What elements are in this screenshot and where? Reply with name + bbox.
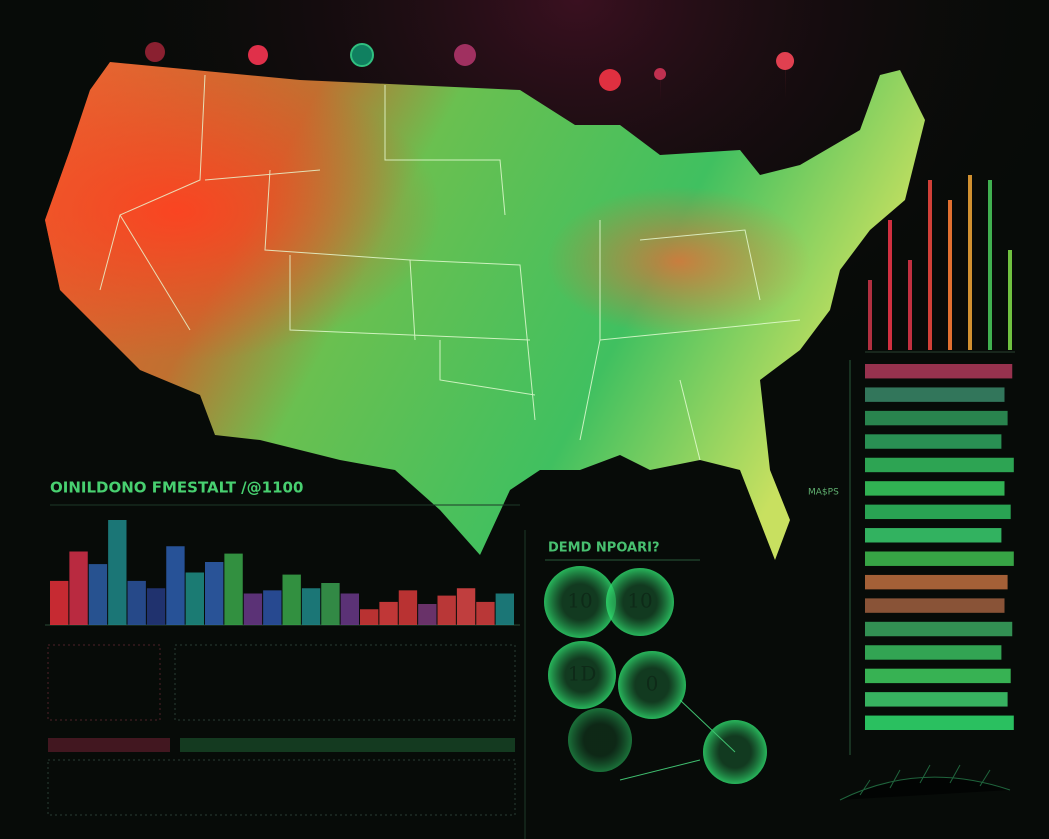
spike	[928, 180, 932, 350]
gauge-label: 10	[567, 589, 592, 613]
meter-bar	[865, 528, 1002, 543]
meter-bar	[865, 598, 1005, 613]
meter-bar	[865, 364, 1013, 379]
bar	[379, 601, 398, 625]
meter-bar	[865, 668, 1011, 684]
meter-bar	[865, 504, 1011, 520]
bar	[127, 580, 146, 625]
bar	[398, 590, 418, 625]
panel: DEMD NPOARI? MA$PS	[524, 488, 839, 839]
gauge	[618, 651, 686, 719]
bar	[418, 604, 437, 625]
meter-bar	[865, 692, 1008, 707]
bar	[205, 562, 224, 625]
meter-bar	[865, 621, 1013, 637]
spike	[988, 180, 992, 350]
badge: MA$PS	[808, 488, 839, 498]
meter-bar	[865, 387, 1005, 402]
dashboard-title: OINILDONO FMESTALT /@1100	[50, 479, 303, 497]
spike	[908, 260, 912, 350]
bar	[108, 520, 127, 625]
meter-bar	[865, 457, 1014, 473]
bar	[456, 588, 476, 625]
meter-bar	[865, 574, 1008, 590]
bar	[243, 593, 263, 625]
meter-bar	[865, 481, 1005, 496]
gauge	[606, 568, 674, 636]
meter-bar	[865, 434, 1002, 449]
top-markers	[145, 42, 795, 102]
spike	[1008, 250, 1012, 350]
bar	[495, 593, 514, 625]
bar	[69, 551, 88, 625]
meter-bar	[865, 645, 1002, 660]
bar	[185, 572, 204, 625]
bar	[301, 588, 321, 625]
bar	[263, 590, 282, 625]
gauge-label: 10	[627, 589, 652, 613]
meter-bar	[865, 551, 1014, 566]
bar	[224, 553, 243, 625]
bar	[321, 583, 340, 625]
bar	[88, 564, 108, 625]
meter-bar	[865, 410, 1008, 426]
spike	[888, 220, 892, 350]
text-tables	[47, 644, 516, 816]
bar	[437, 595, 456, 625]
gauge-label: 0	[646, 672, 659, 696]
fern	[839, 764, 1011, 801]
spike	[948, 200, 952, 350]
gauge	[548, 641, 616, 709]
bar	[50, 580, 69, 625]
bar	[360, 609, 379, 625]
us-map	[45, 62, 925, 560]
spike	[968, 175, 972, 350]
gauge	[544, 566, 616, 638]
gauge-label: 1D	[568, 662, 597, 686]
panel-title: DEMD NPOARI?	[548, 541, 659, 556]
bar	[476, 601, 495, 625]
bar	[166, 546, 185, 625]
bar	[282, 574, 301, 625]
bar	[146, 588, 166, 625]
bar	[340, 593, 359, 625]
meter-bar	[865, 715, 1014, 730]
spike	[868, 280, 872, 350]
